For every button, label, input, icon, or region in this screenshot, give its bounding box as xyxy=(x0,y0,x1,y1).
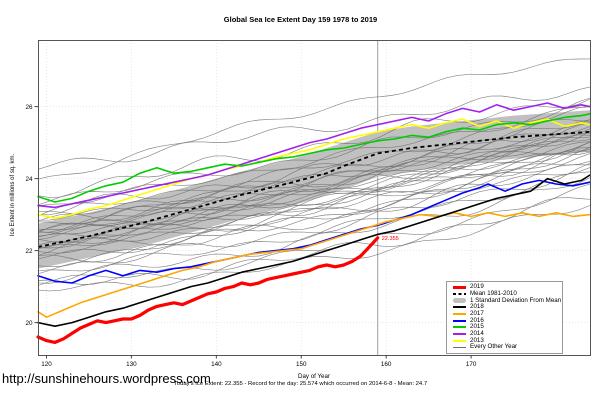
x-tick-label: 130 xyxy=(126,361,137,368)
legend-swatch-line xyxy=(453,339,466,342)
legend-label: 2015 xyxy=(470,323,484,331)
legend-item: 2015 xyxy=(453,324,560,331)
legend-label: 2019 xyxy=(470,283,484,291)
legend-item: 2016 xyxy=(453,316,560,325)
series-2019 xyxy=(36,236,380,344)
mean-line xyxy=(37,130,591,248)
series-2016 xyxy=(37,179,591,284)
chart-title: Global Sea Ice Extent Day 159 1978 to 20… xyxy=(223,15,378,24)
plot-border xyxy=(38,40,591,356)
legend-item: Mean 1981-2010 xyxy=(453,289,560,298)
legend-swatch-line xyxy=(453,306,466,309)
series-2017 xyxy=(37,212,591,319)
legend-swatch-line xyxy=(453,313,466,316)
axes: 120 130 140 150 160 170 20 22 24 26 xyxy=(25,104,476,368)
legend-item: Every Other Year xyxy=(453,344,560,351)
current-extent-annotation: 22.355 xyxy=(382,236,399,242)
legend-swatch-line xyxy=(453,326,466,329)
legend-label: 2016 xyxy=(470,316,484,324)
source-url: http://sunshinehours.wordpress.com xyxy=(2,371,211,386)
legend-swatch-thick xyxy=(453,285,466,289)
y-tick-label: 22 xyxy=(25,248,33,255)
x-tick-label: 120 xyxy=(41,361,52,368)
legend: 2019 Mean 1981-2010 1 Standard Deviation F… xyxy=(446,281,563,354)
legend-swatch-thin xyxy=(453,347,466,349)
series-2015 xyxy=(37,113,591,203)
series-2013 xyxy=(37,118,591,219)
legend-label: 1 Standard Deviation From Mean xyxy=(470,296,562,304)
legend-item: 2018 xyxy=(453,304,560,311)
legend-label: 2014 xyxy=(470,330,484,338)
legend-label: 2018 xyxy=(470,303,484,311)
legend-swatch-line xyxy=(453,333,466,336)
series-2014 xyxy=(37,102,591,209)
legend-swatch-line xyxy=(453,319,466,322)
legend-swatch-band xyxy=(453,298,466,304)
y-tick-label: 26 xyxy=(25,104,33,111)
legend-label: 2013 xyxy=(470,336,484,344)
series-2018 xyxy=(37,174,591,328)
legend-item: 2014 xyxy=(453,330,560,338)
legend-item: 2019 xyxy=(453,284,560,291)
legend-item: 2013 xyxy=(453,336,560,345)
legend-swatch-dashed xyxy=(453,292,466,296)
legend-label: Mean 1981-2010 xyxy=(470,289,517,297)
x-tick-label: 150 xyxy=(296,361,307,368)
legend-label: Every Other Year xyxy=(470,343,518,351)
x-tick-label: 160 xyxy=(381,361,392,368)
legend-item: 2017 xyxy=(453,309,560,318)
y-tick-label: 20 xyxy=(25,320,33,327)
x-tick-label: 170 xyxy=(466,361,477,368)
legend-label: 2017 xyxy=(470,309,484,317)
chart-subtitle: Today's Ice Extent: 22.355 - Record for … xyxy=(173,381,428,387)
every-other-year-lines xyxy=(37,58,591,292)
y-tick-label: 24 xyxy=(25,176,33,183)
legend-item: 1 Standard Deviation From Mean xyxy=(453,296,562,304)
x-tick-label: 140 xyxy=(211,361,222,368)
x-axis-label: Day of Year xyxy=(298,373,330,380)
